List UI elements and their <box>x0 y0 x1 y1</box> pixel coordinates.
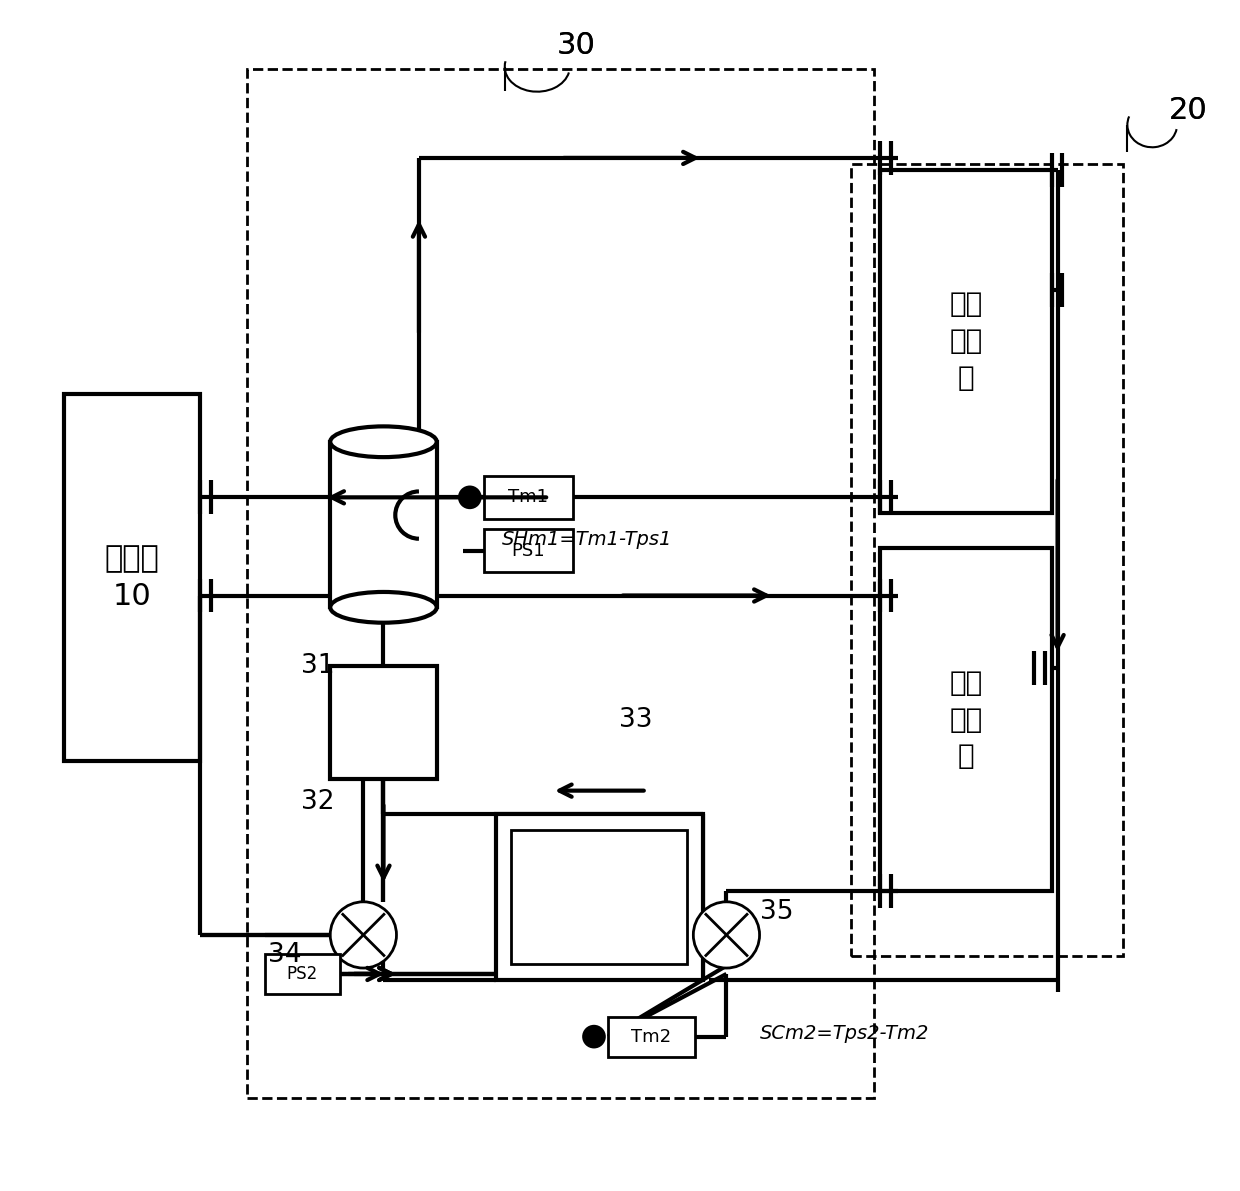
Text: SCm2=Tps2-Tm2: SCm2=Tps2-Tm2 <box>760 1023 929 1042</box>
Text: 制冷
室内
机: 制冷 室内 机 <box>950 669 982 771</box>
Circle shape <box>693 902 760 968</box>
Text: SHm1=Tm1-Tps1: SHm1=Tm1-Tps1 <box>502 530 672 549</box>
Circle shape <box>330 902 397 968</box>
Bar <box>248 69 874 1098</box>
Bar <box>496 815 703 980</box>
Text: 制热
室内
机: 制热 室内 机 <box>950 291 982 392</box>
Circle shape <box>458 486 481 510</box>
Bar <box>484 476 573 518</box>
Text: Tm2: Tm2 <box>631 1028 671 1046</box>
Text: 20: 20 <box>1168 96 1207 125</box>
Text: Tm1: Tm1 <box>508 488 548 506</box>
Text: PS1: PS1 <box>512 542 546 560</box>
Bar <box>851 164 1122 956</box>
Bar <box>511 830 687 965</box>
Bar <box>880 170 1052 512</box>
Bar <box>880 548 1052 891</box>
Text: 35: 35 <box>760 899 794 925</box>
Bar <box>608 1017 694 1056</box>
Text: 20: 20 <box>1168 96 1207 125</box>
Text: PS2: PS2 <box>286 965 319 983</box>
Text: 30: 30 <box>557 31 595 60</box>
Bar <box>330 442 436 607</box>
Ellipse shape <box>330 426 436 457</box>
Text: 34: 34 <box>268 942 301 968</box>
Ellipse shape <box>330 592 436 623</box>
Text: 室外机
10: 室外机 10 <box>104 544 160 611</box>
Text: 32: 32 <box>300 790 335 816</box>
Bar <box>265 954 340 994</box>
Text: 31: 31 <box>300 654 335 679</box>
Bar <box>64 394 200 761</box>
Text: 33: 33 <box>619 706 652 732</box>
Bar <box>484 529 573 572</box>
Text: 30: 30 <box>557 31 595 60</box>
Bar <box>330 667 436 779</box>
Circle shape <box>582 1024 606 1048</box>
